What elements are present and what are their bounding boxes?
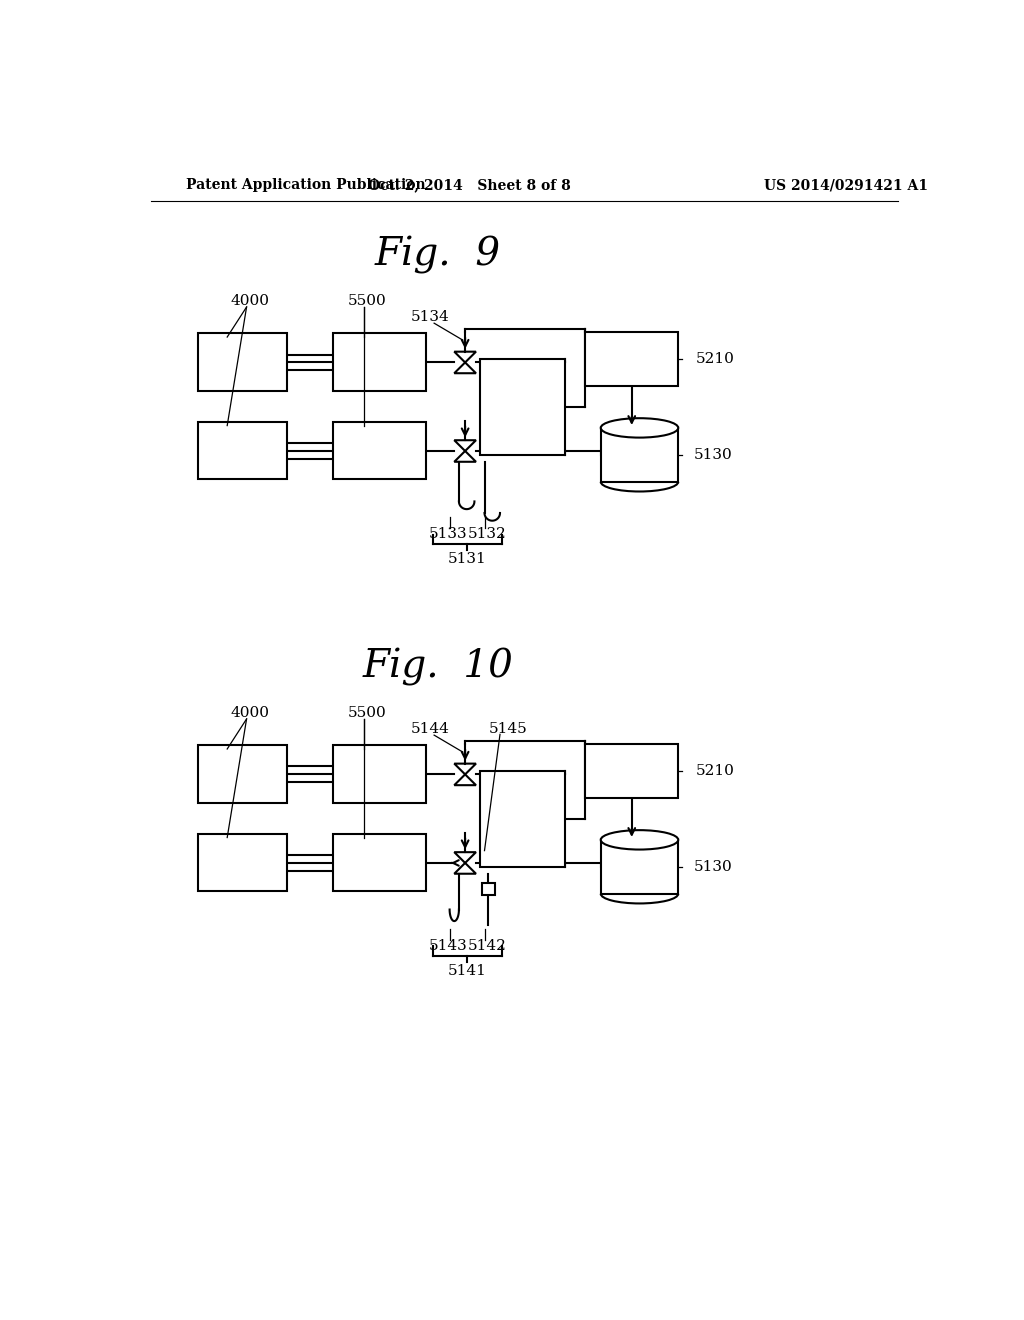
Bar (198, 422, 287, 479)
Text: Oct. 2, 2014   Sheet 8 of 8: Oct. 2, 2014 Sheet 8 of 8 (368, 178, 570, 193)
Text: 5145: 5145 (488, 722, 527, 737)
Bar (334, 744, 426, 803)
Text: 5210: 5210 (696, 763, 735, 777)
Bar (601, 840, 678, 894)
Text: 5133: 5133 (429, 527, 467, 541)
Bar (334, 333, 426, 391)
Text: Fig.  10: Fig. 10 (362, 648, 513, 685)
Text: 5500: 5500 (347, 294, 386, 308)
Bar (482, 883, 495, 895)
Bar (601, 428, 678, 482)
Text: Patent Application Publication: Patent Application Publication (186, 178, 426, 193)
Text: Fig.  9: Fig. 9 (375, 236, 501, 273)
Bar (198, 333, 287, 391)
Bar (198, 834, 287, 891)
Text: 5142: 5142 (467, 939, 506, 953)
Bar (334, 834, 426, 891)
Text: 5144: 5144 (411, 722, 450, 737)
Bar (198, 744, 287, 803)
Bar (480, 359, 565, 455)
Bar (334, 422, 426, 479)
Text: 4000: 4000 (231, 706, 270, 719)
Text: 5130: 5130 (693, 447, 732, 462)
Text: 5130: 5130 (693, 859, 732, 874)
Text: 5131: 5131 (449, 552, 486, 566)
Bar (586, 331, 678, 385)
Text: 5210: 5210 (696, 351, 735, 366)
Text: 5132: 5132 (467, 527, 506, 541)
Text: 5141: 5141 (449, 964, 486, 978)
Ellipse shape (601, 830, 678, 850)
Bar (480, 771, 565, 867)
Text: US 2014/0291421 A1: US 2014/0291421 A1 (764, 178, 928, 193)
Ellipse shape (601, 418, 678, 438)
Text: 5500: 5500 (347, 706, 386, 719)
Text: 5134: 5134 (411, 310, 450, 323)
Text: 4000: 4000 (231, 294, 270, 308)
Bar (586, 743, 678, 797)
Text: 5143: 5143 (429, 939, 467, 953)
